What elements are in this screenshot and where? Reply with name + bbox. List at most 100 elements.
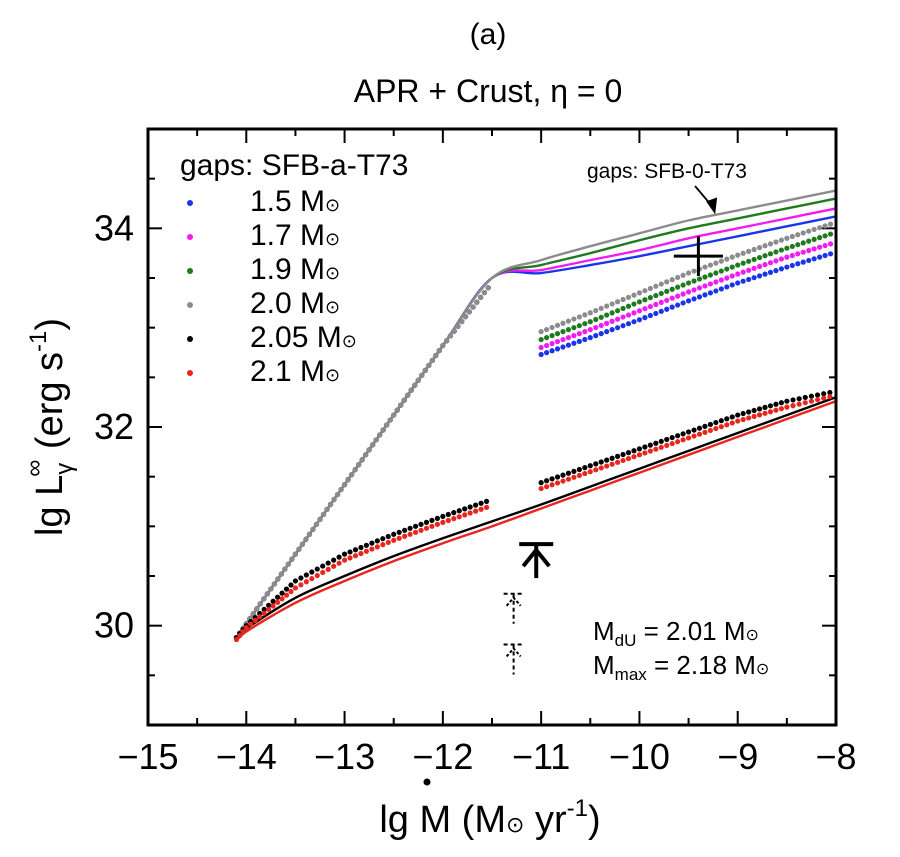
dotted-point: [653, 440, 659, 446]
plot-frame: [146, 127, 838, 727]
dotted-point: [669, 277, 675, 283]
dotted-point: [696, 276, 703, 282]
dotted-point: [664, 279, 670, 285]
solid-series-line-4: [235, 396, 836, 641]
dotted-point: [384, 422, 390, 428]
dotted-point: [359, 457, 365, 463]
dotted-point: [642, 306, 648, 312]
dotted-point: [784, 254, 790, 260]
dotted-point: [664, 306, 670, 312]
dotted-point: [598, 459, 604, 465]
dotted-point: [593, 324, 599, 331]
legend-label-3: 2.0 M⊙: [250, 287, 340, 320]
dotted-point: [685, 289, 692, 295]
dotted-point: [647, 442, 653, 448]
legend-label-5: 2.1 M⊙: [250, 355, 340, 388]
dotted-point: [729, 254, 735, 260]
dotted-point: [445, 511, 451, 518]
dotted-point: [279, 596, 285, 602]
dotted-point: [631, 301, 637, 307]
dotted-point: [625, 312, 632, 318]
dotted-point: [571, 340, 577, 346]
dotted-point: [571, 316, 577, 322]
dotted-point: [664, 297, 670, 303]
dotted-point: [811, 226, 817, 233]
dotted-point: [735, 418, 741, 424]
dotted-point: [729, 282, 735, 288]
dotted-point: [685, 280, 692, 286]
dotted-point: [418, 521, 424, 527]
dotted-point: [762, 243, 768, 249]
dotted-point: [729, 273, 735, 279]
dotted-point: [560, 344, 566, 350]
dotted-point: [664, 436, 670, 443]
mdot-dot: [423, 778, 431, 786]
dotted-point: [352, 467, 358, 473]
dotted-point: [274, 599, 281, 605]
dotted-point: [707, 290, 714, 296]
dotted-point: [604, 320, 610, 326]
dotted-point: [718, 258, 724, 264]
dotted-point: [773, 258, 779, 264]
dotted-point: [336, 554, 342, 560]
dotted-point: [729, 264, 735, 270]
dotted-point: [724, 416, 730, 422]
dotted-point: [620, 305, 626, 312]
dotted-point: [751, 413, 757, 420]
dotted-point: [303, 579, 309, 585]
dotted-point: [756, 245, 763, 251]
dotted-point: [374, 538, 380, 544]
dotted-point: [380, 542, 386, 548]
legend-marker-1: [187, 234, 193, 240]
dotted-point: [702, 423, 708, 429]
dotted-point: [811, 246, 817, 252]
dotted-point: [598, 331, 604, 337]
dotted-point: [398, 402, 404, 408]
dotted-point: [402, 527, 408, 533]
dotted-point: [740, 410, 746, 417]
dotted-point: [658, 290, 664, 297]
dotted-point: [320, 511, 327, 518]
dotted-point: [822, 252, 828, 259]
dotted-point: [625, 321, 632, 327]
dotted-point: [827, 241, 834, 247]
upper-limit-arrowhead: [521, 546, 551, 568]
dotted-point: [243, 625, 249, 631]
dotted-point: [707, 281, 714, 287]
dotted-point: [713, 260, 719, 266]
legend: gaps: SFB-a-T73 1.5 M⊙1.7 M⊙1.9 M⊙2.0 M⊙…: [180, 149, 408, 388]
dotted-point: [713, 419, 719, 426]
dotted-point: [587, 463, 593, 469]
dotted-point: [422, 367, 428, 373]
dotted-point: [790, 397, 796, 403]
dotted-point: [784, 245, 790, 251]
dotted-point: [740, 269, 746, 275]
dotted-point: [718, 286, 724, 292]
dotted-point: [358, 550, 364, 557]
x-tick-label: −11: [512, 736, 570, 777]
dotted-point: [817, 225, 823, 231]
dotted-point: [827, 221, 834, 227]
dotted-point: [713, 270, 719, 276]
dotted-point: [751, 407, 757, 414]
dotted-point: [324, 506, 330, 513]
dotted-point: [647, 303, 653, 310]
dotted-point: [268, 586, 274, 592]
dotted-point: [647, 295, 653, 301]
dotted-point: [538, 344, 544, 351]
dotted-point: [288, 588, 294, 595]
dotted-point: [796, 401, 802, 407]
dotted-point: [598, 465, 604, 471]
dotted-point: [756, 273, 763, 279]
dotted-point: [685, 435, 692, 441]
dotted-point: [691, 296, 697, 302]
dotted-point: [270, 598, 276, 604]
dotted-point: [538, 336, 544, 343]
dotted-point: [560, 336, 566, 343]
dotted-point: [696, 425, 703, 431]
dotted-point: [363, 548, 370, 554]
dotted-point: [462, 506, 468, 512]
dotted-point: [636, 308, 643, 314]
dotted-point: [822, 242, 828, 249]
dotted-point: [341, 551, 348, 557]
